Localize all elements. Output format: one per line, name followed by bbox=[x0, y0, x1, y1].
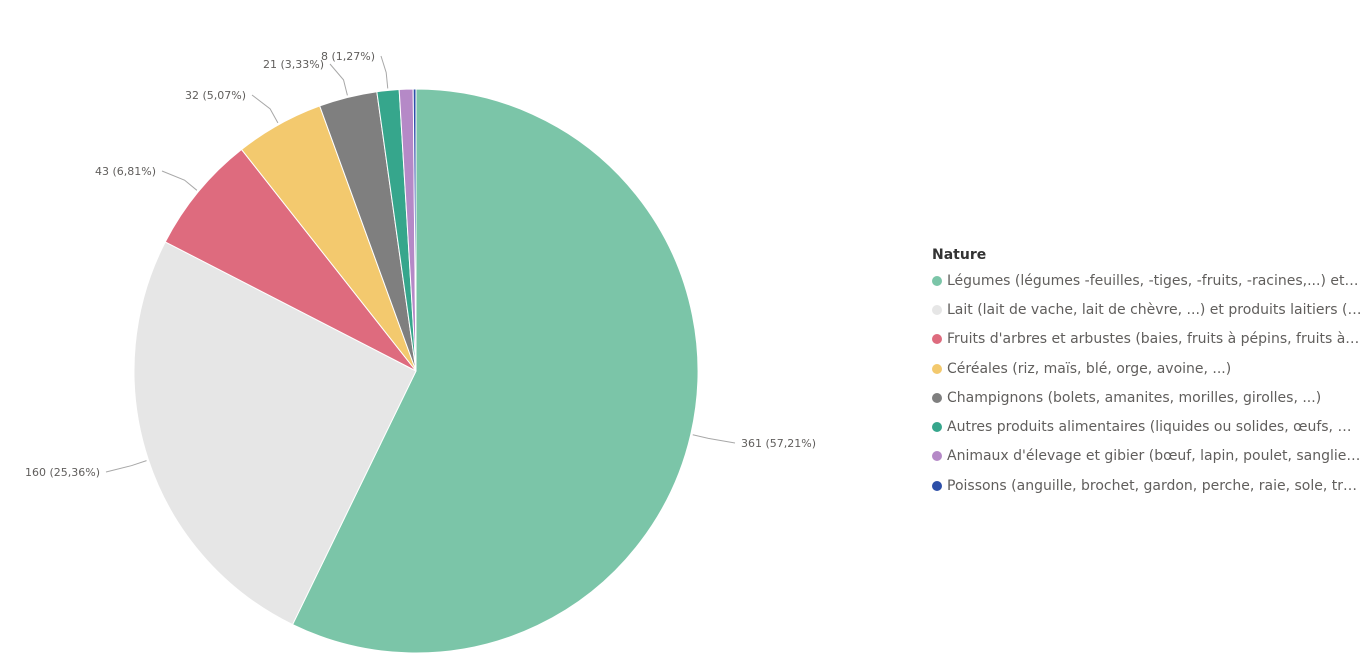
leader-line bbox=[692, 434, 736, 444]
legend-swatch bbox=[932, 275, 942, 286]
data-label: 8 (1,27%) bbox=[321, 50, 375, 63]
legend-label: Animaux d'élevage et gibier (bœuf, lapin… bbox=[947, 448, 1362, 465]
legend-item[interactable]: Animaux d'élevage et gibier (bœuf, lapin… bbox=[932, 442, 1362, 471]
leader-line bbox=[105, 460, 147, 473]
legend-swatch bbox=[932, 304, 942, 315]
slices-layer bbox=[133, 88, 699, 654]
legend-item[interactable]: Poissons (anguille, brochet, gardon, per… bbox=[932, 471, 1362, 500]
leader-line bbox=[161, 170, 198, 191]
legend-label: Légumes (légumes -feuilles, -tiges, -fru… bbox=[947, 272, 1362, 289]
legend-swatch bbox=[932, 363, 942, 374]
data-label: 21 (3,33%) bbox=[263, 58, 324, 71]
legend-item[interactable]: Fruits d'arbres et arbustes (baies, frui… bbox=[932, 325, 1362, 354]
pie-slice[interactable] bbox=[133, 241, 417, 626]
legend-label: Fruits d'arbres et arbustes (baies, frui… bbox=[947, 331, 1362, 348]
legend-swatch bbox=[932, 451, 942, 462]
data-label: 160 (25,36%) bbox=[25, 466, 100, 479]
legend-item[interactable]: Lait (lait de vache, lait de chèvre, ...… bbox=[932, 295, 1362, 324]
leader-line bbox=[380, 55, 389, 89]
legend-swatch bbox=[932, 422, 942, 433]
legend-item[interactable]: Autres produits alimentaires (liquides o… bbox=[932, 412, 1362, 441]
leader-line bbox=[329, 63, 348, 96]
legend-item[interactable]: Céréales (riz, maïs, blé, orge, avoine, … bbox=[932, 354, 1362, 383]
legend-item[interactable]: Légumes (légumes -feuilles, -tiges, -fru… bbox=[932, 266, 1362, 295]
data-labels-layer: 361 (57,21%) 160 (25,36%) 43 (6,81%) 32 (5,… bbox=[25, 50, 816, 479]
legend: Nature Légumes (légumes -feuilles, -tige… bbox=[932, 244, 1362, 500]
legend-title: Nature bbox=[932, 247, 987, 263]
leader-line bbox=[251, 94, 279, 124]
legend-label: Lait (lait de vache, lait de chèvre, ...… bbox=[947, 301, 1362, 318]
legend-swatch bbox=[932, 392, 942, 403]
legend-swatch bbox=[932, 334, 942, 345]
data-label: 32 (5,07%) bbox=[185, 89, 246, 102]
pie-slice[interactable] bbox=[412, 88, 417, 372]
legend-items: Légumes (légumes -feuilles, -tiges, -fru… bbox=[932, 266, 1362, 500]
legend-item[interactable]: Champignons (bolets, amanites, morilles,… bbox=[932, 383, 1362, 412]
pie-slice[interactable] bbox=[164, 148, 417, 372]
pie-slice[interactable] bbox=[291, 88, 699, 654]
data-label: 361 (57,21%) bbox=[741, 437, 816, 450]
data-label: 43 (6,81%) bbox=[95, 165, 156, 178]
legend-label: Autres produits alimentaires (liquides o… bbox=[947, 419, 1362, 436]
legend-swatch bbox=[932, 480, 942, 491]
legend-label: Champignons (bolets, amanites, morilles,… bbox=[947, 389, 1322, 406]
legend-label: Poissons (anguille, brochet, gardon, per… bbox=[947, 477, 1362, 494]
legend-label: Céréales (riz, maïs, blé, orge, avoine, … bbox=[947, 360, 1232, 377]
